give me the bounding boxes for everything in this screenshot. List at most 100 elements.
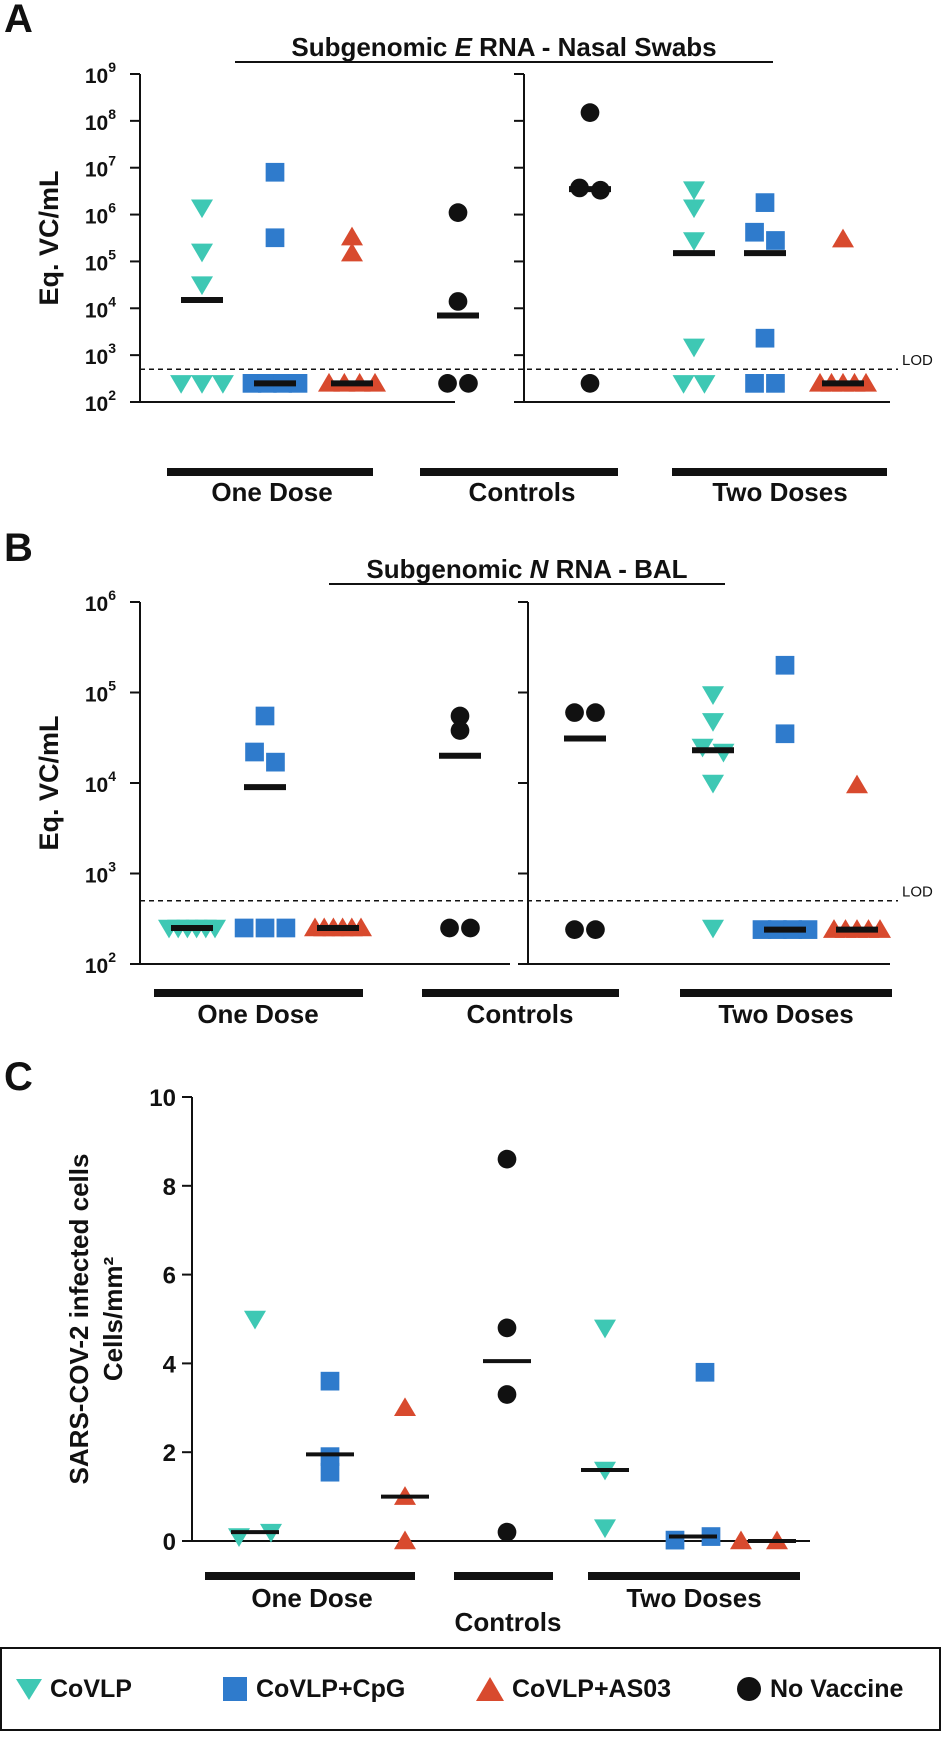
data-point — [320, 1462, 340, 1482]
data-point — [672, 375, 695, 394]
y-axis-label: Eq. VC/mL — [34, 170, 64, 305]
y-axis-label: SARS-COV-2 infected cells — [64, 1154, 94, 1485]
y-tick-label: 105 — [85, 246, 116, 275]
panel-label: C — [4, 1055, 33, 1099]
legend-item-no-vaccine: No Vaccine — [734, 1649, 903, 1729]
data-point — [683, 232, 705, 251]
group-label: Controls — [467, 999, 574, 1029]
data-point — [450, 721, 470, 740]
data-point — [580, 103, 600, 122]
legend-item-covlp-cpg: CoVLP+CpG — [220, 1649, 405, 1729]
square-icon — [223, 1677, 247, 1701]
data-point — [695, 1362, 715, 1382]
data-point — [497, 1385, 517, 1404]
y-tick-label: 2 — [163, 1440, 176, 1467]
legend: CoVLP CoVLP+CpG CoVLP+AS03 No Vaccine — [0, 1647, 941, 1731]
y-tick-label: 104 — [85, 768, 116, 797]
data-point — [702, 919, 724, 939]
data-point — [586, 920, 605, 939]
data-point — [204, 919, 226, 939]
y-tick-label: 102 — [85, 949, 116, 978]
legend-label-covlp-as03: CoVLP+AS03 — [512, 1674, 672, 1703]
legend-item-covlp: CoVLP — [14, 1649, 132, 1729]
data-point — [459, 374, 478, 393]
y-axis-label-units: Cells/mm² — [98, 1257, 128, 1382]
data-point — [461, 918, 480, 938]
data-point — [594, 1519, 616, 1539]
y-tick-label: 103 — [85, 340, 116, 369]
data-point — [798, 920, 818, 939]
y-tick-label: 107 — [85, 153, 116, 182]
data-point — [320, 1447, 340, 1466]
legend-item-covlp-as03: CoVLP+AS03 — [474, 1649, 671, 1729]
panel-label: B — [4, 526, 33, 570]
y-tick-label: 6 — [163, 1263, 176, 1290]
data-point — [242, 374, 262, 393]
data-point — [265, 228, 285, 248]
data-point — [266, 752, 285, 772]
data-point — [341, 226, 363, 246]
group-label: One Dose — [211, 477, 332, 507]
data-point — [191, 243, 213, 263]
data-point — [244, 1310, 266, 1330]
group-label: One Dose — [251, 1583, 372, 1613]
data-point — [580, 374, 600, 393]
data-point — [497, 1149, 517, 1169]
y-tick-label: 106 — [85, 200, 116, 229]
data-point — [341, 242, 363, 262]
lod-label: LOD — [902, 352, 933, 369]
data-point — [191, 276, 213, 296]
down-triangle-icon — [16, 1679, 42, 1700]
y-tick-label: 4 — [163, 1351, 177, 1378]
legend-label-covlp: CoVLP — [50, 1674, 132, 1703]
data-point — [245, 742, 264, 762]
data-point — [565, 920, 584, 939]
data-point — [775, 724, 795, 744]
group-label: Controls — [469, 477, 576, 507]
y-tick-label: 102 — [85, 387, 116, 416]
data-point — [745, 374, 764, 393]
y-tick-label: 108 — [85, 106, 116, 135]
data-point — [683, 199, 705, 219]
data-point — [255, 918, 275, 938]
group-label: One Dose — [197, 999, 318, 1029]
data-point — [394, 1397, 416, 1417]
y-tick-label: 10 — [149, 1085, 176, 1112]
data-point — [364, 372, 386, 392]
y-tick-label: 0 — [163, 1529, 176, 1556]
panel-title: Subgenomic E RNA - Nasal Swabs — [291, 32, 716, 62]
data-point — [255, 706, 275, 726]
data-point — [702, 774, 724, 794]
group-label: Two Doses — [626, 1583, 761, 1613]
data-point — [766, 374, 785, 393]
data-point — [497, 1318, 517, 1338]
up-triangle-icon — [476, 1677, 504, 1701]
legend-label-no-vaccine: No Vaccine — [770, 1674, 904, 1703]
y-tick-label: 105 — [85, 678, 116, 707]
data-point — [497, 1522, 517, 1542]
circle-icon — [737, 1677, 761, 1701]
data-point — [440, 918, 459, 938]
data-point — [586, 703, 605, 722]
data-point — [438, 374, 457, 393]
data-point — [832, 228, 854, 248]
data-point — [276, 918, 296, 938]
y-tick-label: 104 — [85, 293, 116, 322]
data-point — [594, 1319, 616, 1339]
group-label: Controls — [455, 1607, 562, 1637]
data-point — [855, 372, 877, 392]
lod-label: LOD — [902, 884, 933, 901]
data-point — [191, 199, 213, 219]
data-point — [211, 375, 234, 394]
data-point — [265, 162, 285, 182]
data-point — [320, 1371, 340, 1391]
group-label: Two Doses — [712, 477, 847, 507]
y-axis-label: Eq. VC/mL — [34, 715, 64, 850]
data-point — [730, 1530, 752, 1550]
data-point — [288, 374, 308, 393]
data-point — [565, 703, 584, 722]
data-point — [191, 375, 213, 394]
data-point — [846, 774, 868, 794]
data-point — [234, 918, 254, 938]
data-point — [775, 655, 795, 675]
